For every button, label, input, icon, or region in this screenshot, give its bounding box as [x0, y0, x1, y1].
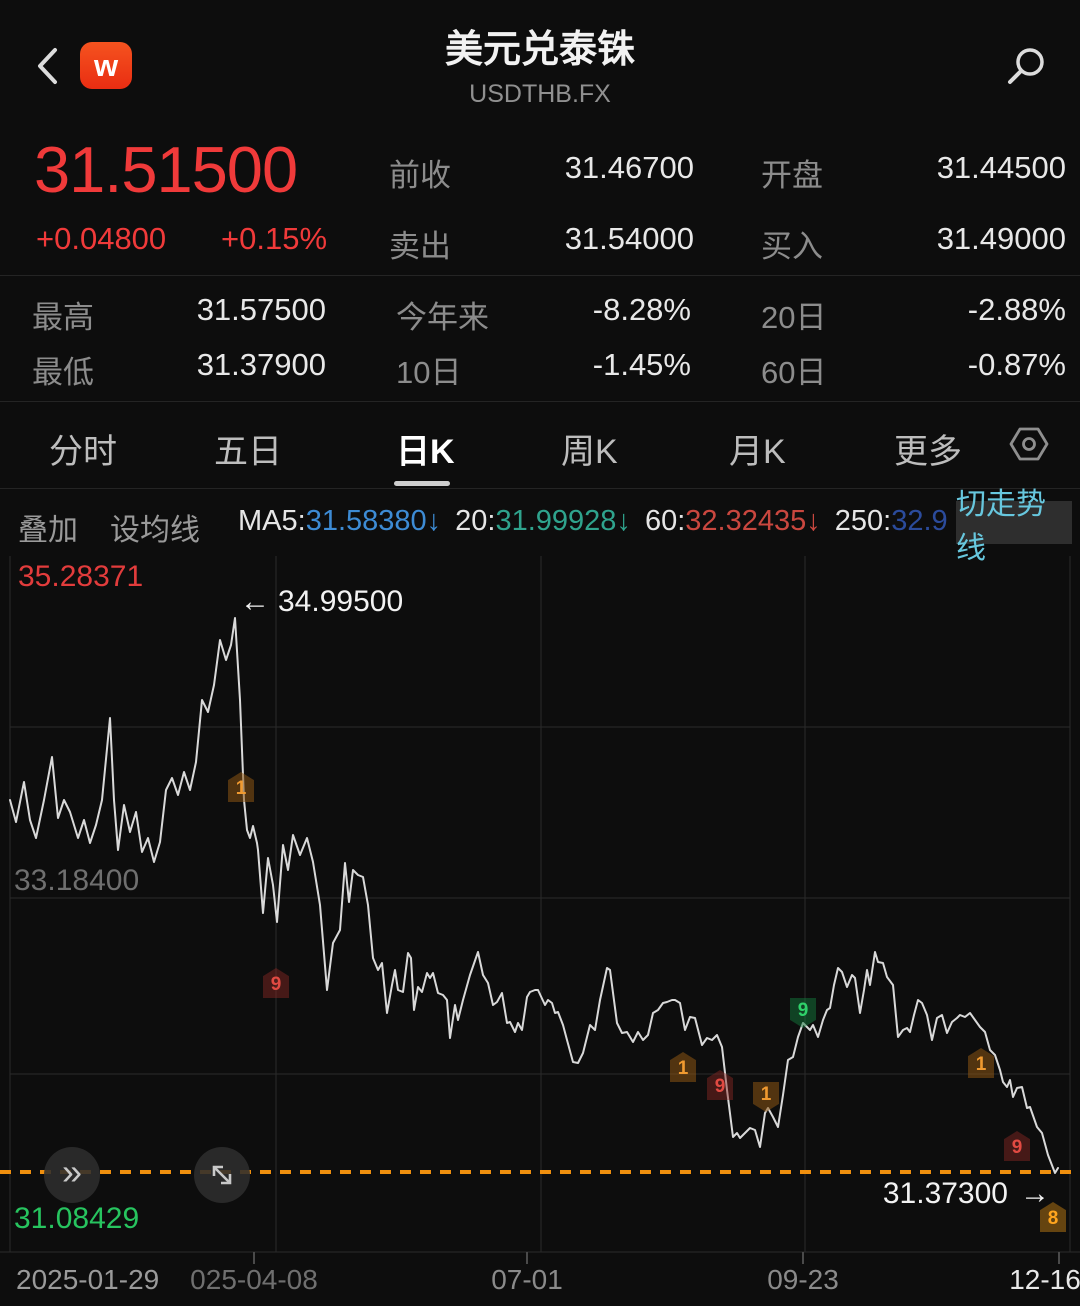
- price-change: +0.04800: [36, 221, 167, 256]
- stat-value-high: 31.57500: [196, 292, 326, 327]
- field-label-prevclose: 前收: [389, 158, 451, 193]
- stat-label-10d: 10日: [396, 355, 462, 390]
- set-ma-button[interactable]: 设均线: [110, 514, 200, 547]
- price-line: [9, 617, 1059, 1174]
- peak-annotation-value: 34.99500: [278, 585, 404, 618]
- stat-label-20d: 20日: [761, 300, 827, 335]
- tab-monthly-k[interactable]: 月K: [729, 433, 786, 471]
- price-change-pct: +0.15%: [221, 221, 328, 256]
- x-axis-label: 025-04-08: [190, 1264, 318, 1295]
- last-price: 31.51500: [34, 133, 298, 206]
- ma60-item: 60:32.32435↓: [644, 505, 821, 537]
- field-value-prevclose: 31.46700: [564, 150, 694, 185]
- page-title: 美元兑泰铢: [444, 29, 635, 71]
- stat-label-low: 最低: [32, 355, 94, 390]
- stat-label-high: 最高: [32, 300, 94, 335]
- double-chevron-right-icon: »: [61, 1151, 83, 1192]
- last-price-annotation: 31.37300 →: [770, 1177, 1050, 1211]
- ma250-item: 250:32.9: [834, 505, 948, 537]
- fast-forward-button[interactable]: »: [44, 1147, 100, 1203]
- mid-gridline-label: 33.18400: [14, 864, 140, 897]
- tab-more[interactable]: 更多: [894, 433, 962, 471]
- stat-label-60d: 60日: [761, 355, 827, 390]
- active-tab-underline: [394, 481, 450, 486]
- tab-weekly-k[interactable]: 周K: [561, 433, 618, 471]
- range-high-label: 35.28371: [18, 560, 144, 593]
- separator: [0, 401, 1080, 402]
- last-price-value: 31.37300: [882, 1177, 1008, 1210]
- field-label-ask: 卖出: [389, 229, 451, 264]
- ma20-item: 20:31.99928↓: [455, 505, 631, 537]
- chart-settings-icon[interactable]: [1009, 426, 1049, 462]
- right-arrow-icon: →: [1020, 1177, 1050, 1210]
- stat-label-ytd: 今年来: [396, 300, 489, 335]
- stat-value-60d: -0.87%: [967, 347, 1066, 382]
- expand-chart-button[interactable]: [194, 1147, 250, 1203]
- back-icon[interactable]: [33, 45, 63, 87]
- tab-5day[interactable]: 五日: [214, 433, 282, 471]
- x-axis-label: 07-01: [491, 1264, 563, 1295]
- stat-value-low: 31.37900: [196, 347, 326, 382]
- chart-svg[interactable]: [0, 553, 1080, 1265]
- overlay-button[interactable]: 叠加: [18, 514, 78, 547]
- expand-diagonal-icon: [212, 1165, 232, 1185]
- peak-annotation: ← 34.99500: [240, 585, 403, 619]
- tab-daily-k[interactable]: 日K: [396, 433, 455, 471]
- x-axis-label: 09-23: [767, 1264, 839, 1295]
- switch-trend-line-button[interactable]: 切走势线: [956, 488, 1072, 565]
- stat-value-ytd: -8.28%: [592, 292, 691, 327]
- symbol-code: USDTHB.FX: [469, 80, 611, 108]
- stat-value-20d: -2.88%: [967, 292, 1066, 327]
- ma-values-row: MA5:31.58380↓ 20:31.99928↓ 60:32.32435↓ …: [238, 505, 948, 538]
- search-icon[interactable]: [1002, 44, 1048, 90]
- left-arrow-icon: ←: [240, 585, 270, 618]
- stat-value-10d: -1.45%: [592, 347, 691, 382]
- field-value-open: 31.44500: [936, 150, 1066, 185]
- field-value-ask: 31.54000: [564, 221, 694, 256]
- field-label-bid: 买入: [761, 229, 823, 264]
- field-label-open: 开盘: [761, 158, 823, 193]
- tab-minute[interactable]: 分时: [49, 433, 117, 471]
- wind-logo: w: [80, 42, 132, 89]
- x-axis-label: 12-16: [1009, 1264, 1080, 1295]
- range-low-label: 31.08429: [14, 1202, 140, 1235]
- separator: [0, 275, 1080, 276]
- field-value-bid: 31.49000: [936, 221, 1066, 256]
- x-axis-label: 2025-01-29: [16, 1264, 160, 1295]
- ma5-item: MA5:31.58380↓: [238, 505, 442, 537]
- separator: [0, 488, 1080, 489]
